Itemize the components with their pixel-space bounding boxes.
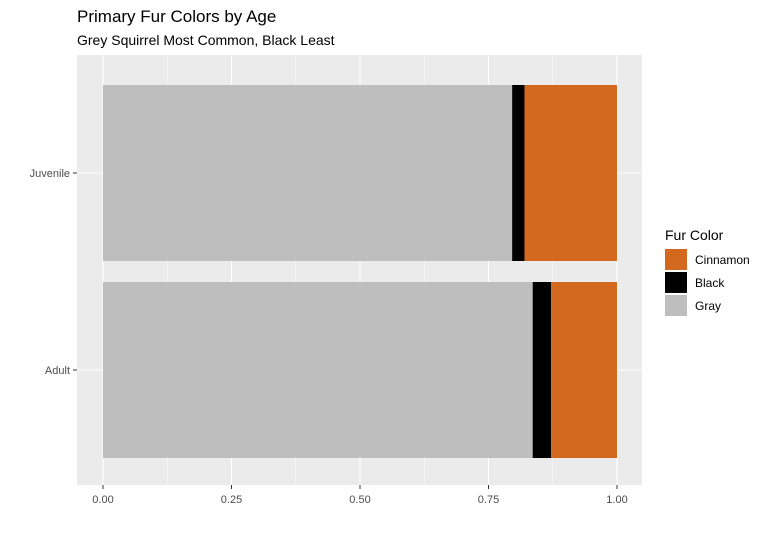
legend-label-gray: Gray (695, 299, 721, 313)
legend-items: Cinnamon Black Gray (665, 249, 750, 316)
axes: 0.00 0.25 0.50 0.75 1.00 Juvenile Adult (30, 168, 628, 506)
y-tick-label: Adult (45, 365, 70, 377)
legend-title: Fur Color (665, 227, 724, 243)
bar-juvenile-gray (103, 85, 513, 261)
x-tick-label: 0.75 (478, 494, 499, 506)
chart-subtitle: Grey Squirrel Most Common, Black Least (77, 32, 335, 48)
bar-juvenile-cinnamon (524, 85, 617, 261)
x-tick-label: 0.25 (221, 494, 242, 506)
x-tick-label: 1.00 (606, 494, 627, 506)
legend: Fur Color Cinnamon Black Gray (665, 227, 750, 316)
legend-key-cinnamon (665, 249, 687, 270)
legend-label-cinnamon: Cinnamon (695, 253, 750, 267)
bar-adult-gray (103, 282, 533, 458)
chart-title: Primary Fur Colors by Age (77, 7, 276, 26)
y-tick-label: Juvenile (30, 168, 70, 180)
bars (103, 85, 617, 458)
x-tick-label: 0.00 (92, 494, 113, 506)
bar-adult-cinnamon (551, 282, 617, 458)
bar-adult-black (532, 282, 552, 458)
bar-juvenile-black (512, 85, 525, 261)
x-tick-label: 0.50 (349, 494, 370, 506)
legend-key-gray (665, 295, 687, 316)
legend-key-black (665, 272, 687, 293)
legend-label-black: Black (695, 276, 725, 290)
